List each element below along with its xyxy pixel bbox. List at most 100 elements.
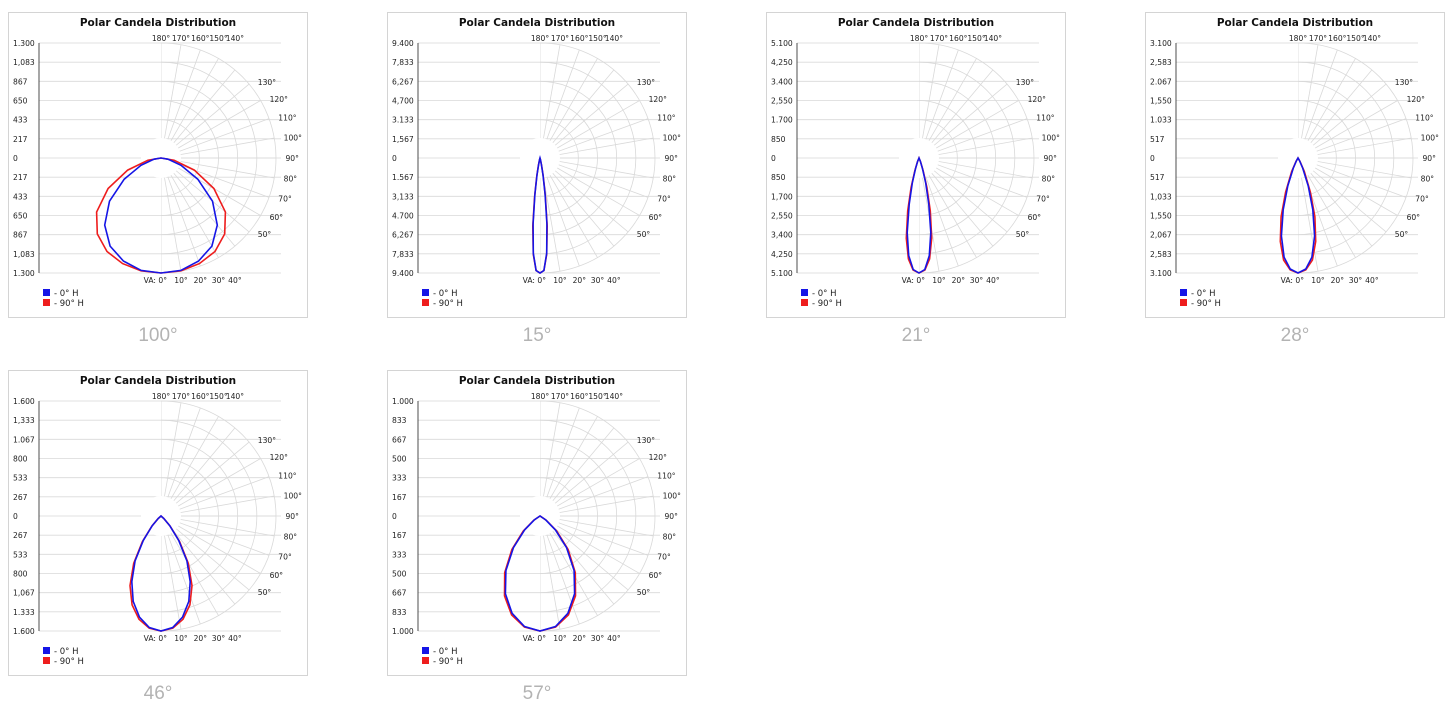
angle-label: 90° (1043, 154, 1057, 163)
chart-title: Polar Candela Distribution (1217, 17, 1373, 29)
angle-label: 10° (1311, 276, 1325, 285)
legend-swatch-0 (43, 647, 50, 654)
angle-label: 80° (284, 533, 298, 542)
cd-tick-label: 1.567 (392, 173, 414, 182)
cd-tick-label: 7,833 (392, 58, 414, 67)
angle-label: 80° (1421, 175, 1435, 184)
cd-tick-label: 9.400 (392, 39, 414, 48)
cd-tick-label: 4,700 (392, 97, 414, 106)
beam-angle-caption: 46° (143, 683, 173, 704)
chart-title: Polar Candela Distribution (838, 17, 994, 29)
cd-tick-label: 0 (13, 154, 18, 163)
angle-label: 30° (970, 276, 984, 285)
cd-tick-label: 3.100 (1150, 39, 1172, 48)
angle-label: 180° (1289, 34, 1307, 43)
series-line (1280, 156, 1316, 274)
cd-tick-label: 667 (392, 435, 407, 444)
legend-swatch-90 (43, 657, 50, 664)
cd-tick-label: 167 (392, 493, 407, 502)
angle-label: 20° (194, 276, 208, 285)
angle-label: 90° (285, 512, 299, 521)
cd-tick-label: 217 (13, 173, 28, 182)
angle-label: 160° (570, 34, 588, 43)
polar-chart: Polar Candela Distribution 1.300 1,083 867 6… (8, 12, 308, 318)
angle-label: 40° (607, 634, 621, 643)
polar-plot: Polar Candela Distribution 1.300 1,083 867 6… (13, 17, 302, 309)
cd-tick-label: 1.333 (13, 608, 35, 617)
angle-label: 130° (637, 78, 655, 87)
angle-label: 140° (984, 34, 1002, 43)
angle-label: 40° (1365, 276, 1379, 285)
cd-tick-label: 800 (13, 570, 28, 579)
angle-label: 60° (1407, 213, 1421, 222)
angle-label: 150° (209, 34, 227, 43)
cd-tick-label: 0 (1150, 154, 1155, 163)
cd-tick-label: 500 (392, 455, 407, 464)
angle-label: 40° (607, 276, 621, 285)
angle-label: 140° (226, 392, 244, 401)
polar-chart: Polar Candela Distribution 9.400 7,833 6,26… (387, 12, 687, 318)
cd-tick-label: 1,567 (392, 135, 414, 144)
cd-tick-label: 533 (13, 474, 28, 483)
angle-label: 10° (174, 276, 188, 285)
angle-label: 70° (1415, 195, 1429, 204)
angle-label: 130° (637, 436, 655, 445)
angle-label: 170° (930, 34, 948, 43)
cd-tick-label: 500 (392, 570, 407, 579)
angle-label: 60° (649, 213, 663, 222)
angle-label: 140° (605, 392, 623, 401)
cd-tick-label: 1.600 (13, 397, 35, 406)
polar-plot: Polar Candela Distribution 5.100 4,250 3.40… (771, 17, 1060, 309)
cd-tick-label: 3.100 (1150, 269, 1172, 278)
angle-label: VA: 0° (523, 276, 547, 285)
angle-label: 60° (270, 213, 284, 222)
polar-plot: Polar Candela Distribution 9.400 7,833 6,26… (392, 17, 681, 309)
cd-tick-label: 1.033 (1150, 116, 1172, 125)
cd-tick-label: 2.067 (1150, 77, 1172, 86)
angle-label: VA: 0° (144, 276, 168, 285)
legend: - 0° H- 90° H (43, 289, 84, 309)
cd-tick-label: 433 (13, 116, 28, 125)
angle-label: 30° (591, 634, 605, 643)
legend-label-90: - 90° H (433, 299, 463, 309)
angle-label: 160° (949, 34, 967, 43)
angle-label: 30° (212, 634, 226, 643)
cd-tick-label: 1,550 (1150, 97, 1172, 106)
angle-label: 180° (531, 392, 549, 401)
cd-tick-label: 3,133 (392, 192, 414, 201)
angle-label: 80° (663, 175, 677, 184)
angle-label: 70° (657, 195, 671, 204)
angle-label: 110° (1036, 113, 1054, 122)
legend-label-0: - 0° H (54, 647, 79, 657)
angle-label: 120° (649, 453, 667, 462)
cd-tick-label: 0 (771, 154, 776, 163)
angle-label: 100° (284, 133, 302, 142)
cd-tick-label: 800 (13, 455, 28, 464)
cd-tick-label: 267 (13, 531, 28, 540)
cd-tick-label: 7,833 (392, 250, 414, 259)
angle-label: 110° (278, 113, 296, 122)
angle-label: 10° (174, 634, 188, 643)
angle-label: 150° (1346, 34, 1364, 43)
angle-label: 90° (664, 512, 678, 521)
legend-swatch-90 (422, 299, 429, 306)
angle-label: 30° (212, 276, 226, 285)
polar-plot: Polar Candela Distribution 1.000 833 667 500… (392, 375, 681, 667)
legend-label-90: - 90° H (1191, 299, 1221, 309)
cd-tick-label: 1,550 (1150, 212, 1172, 221)
cd-tick-label: 833 (392, 608, 407, 617)
angle-label: 70° (657, 553, 671, 562)
angle-label: 100° (1042, 133, 1060, 142)
angle-label: 10° (553, 634, 567, 643)
angle-label: 180° (531, 34, 549, 43)
angle-label: 20° (573, 276, 587, 285)
angle-label: 130° (1395, 78, 1413, 87)
angle-label: 150° (967, 34, 985, 43)
cd-tick-label: 533 (13, 550, 28, 559)
legend-label-90: - 90° H (812, 299, 842, 309)
angle-label: 140° (226, 34, 244, 43)
legend: - 0° H- 90° H (422, 647, 463, 667)
polar-plot: Polar Candela Distribution 3.100 2,583 2.06… (1150, 17, 1439, 309)
cd-tick-label: 0 (13, 512, 18, 521)
angle-label: 50° (637, 588, 651, 597)
